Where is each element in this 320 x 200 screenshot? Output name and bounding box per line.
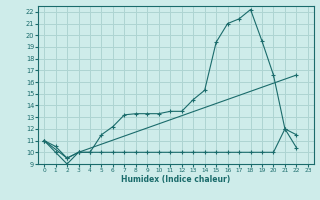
X-axis label: Humidex (Indice chaleur): Humidex (Indice chaleur) [121, 175, 231, 184]
